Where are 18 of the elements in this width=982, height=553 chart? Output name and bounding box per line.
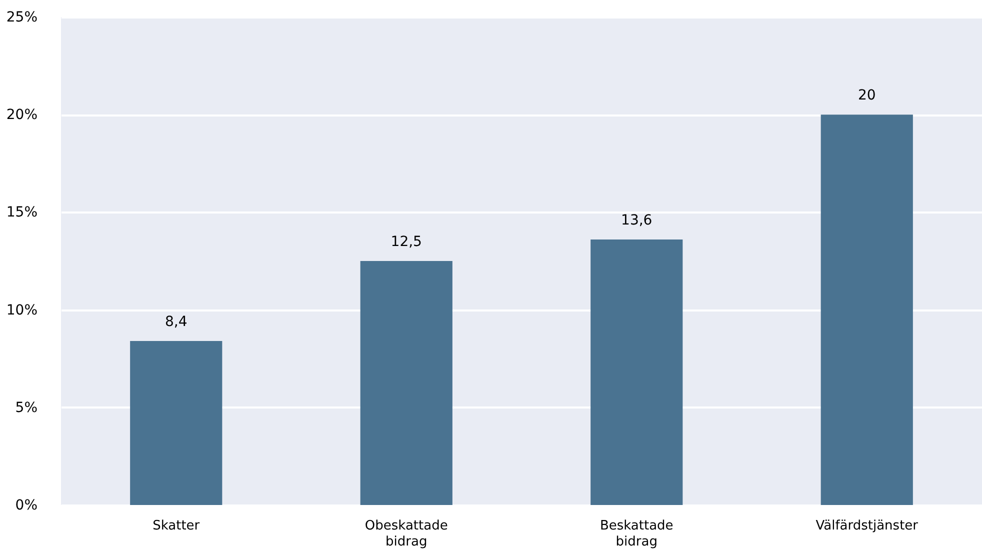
y-tick-label: 0% [15, 498, 38, 514]
bar [130, 341, 222, 505]
data-label: 13,6 [621, 212, 652, 229]
data-label: 8,4 [164, 314, 188, 330]
bar [590, 240, 683, 505]
data-label: 12,5 [390, 234, 422, 250]
x-tick-label: Välfärdstjänster [816, 518, 919, 534]
y-tick-label: 25% [6, 10, 38, 26]
y-tick-label: 10% [6, 302, 38, 318]
y-tick-label: 5% [15, 400, 38, 416]
y-tick-label: 15% [6, 204, 38, 221]
x-tick-label: Skatter [152, 518, 200, 534]
y-tick-label: 20% [6, 107, 38, 124]
bar [360, 261, 452, 505]
data-label: 20 [858, 88, 876, 104]
x-tick-label: Beskattade bidrag [600, 518, 674, 550]
bar [820, 114, 913, 505]
x-tick-label: Obeskattade bidrag [364, 518, 448, 550]
